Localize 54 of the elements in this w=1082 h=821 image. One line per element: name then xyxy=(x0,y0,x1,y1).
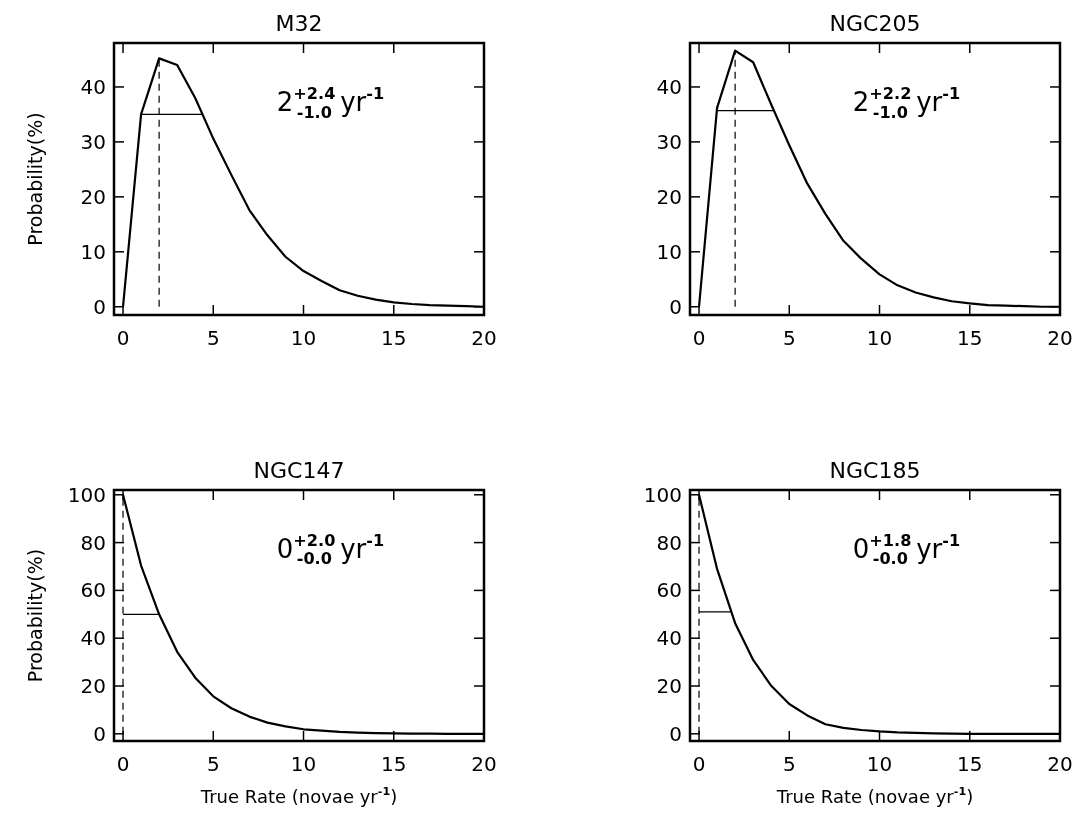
y-tick-label: 40 xyxy=(80,74,106,99)
annotation: 2$^{+2.2}$$_{-1.0}$ yr$^{-1}$ xyxy=(852,84,961,122)
x-tick-label: 0 xyxy=(692,752,706,776)
y-tick-label: 30 xyxy=(80,129,106,154)
y-tick-label: 0 xyxy=(93,721,106,746)
y-tick-label: 20 xyxy=(656,184,682,209)
y-axis-title: Probability(%) xyxy=(24,112,46,246)
x-tick-label: 15 xyxy=(957,752,983,776)
y-tick-label: 80 xyxy=(80,530,106,555)
chart-title: M32 xyxy=(275,11,323,36)
x-tick-label: 10 xyxy=(866,326,893,350)
annotation: 0$^{+1.8}$$_{-0.0}$ yr$^{-1}$ xyxy=(852,531,961,569)
x-axis-title: True Rate (novae yr$^{-1}$) xyxy=(775,784,974,807)
x-tick-label: 0 xyxy=(116,752,130,776)
y-tick-label: 20 xyxy=(80,184,106,209)
x-tick-label: 0 xyxy=(116,326,130,350)
y-tick-label: 0 xyxy=(93,294,106,319)
annotation: 0$^{+2.0}$$_{-0.0}$ yr$^{-1}$ xyxy=(276,531,385,569)
y-tick-label: 0 xyxy=(669,721,682,746)
x-tick-label: 20 xyxy=(1047,326,1073,350)
y-tick-label: 40 xyxy=(80,626,106,651)
x-tick-label: 10 xyxy=(290,326,317,350)
x-tick-label: 15 xyxy=(957,326,983,350)
y-tick-label: 20 xyxy=(656,674,682,699)
x-tick-label: 5 xyxy=(206,326,220,350)
chart-title: NGC147 xyxy=(253,458,345,483)
x-axis-title: True Rate (novae yr$^{-1}$) xyxy=(199,784,398,807)
x-tick-label: 15 xyxy=(381,752,407,776)
y-tick-label: 100 xyxy=(67,482,106,507)
y-tick-label: 10 xyxy=(80,239,106,264)
x-tick-label: 15 xyxy=(381,326,407,350)
y-axis-title: Probability(%) xyxy=(24,548,46,683)
y-tick-label: 60 xyxy=(656,578,682,603)
x-tick-label: 5 xyxy=(782,326,796,350)
x-tick-label: 10 xyxy=(290,752,317,776)
y-tick-label: 40 xyxy=(656,74,682,99)
y-tick-label: 80 xyxy=(656,530,682,555)
x-tick-label: 5 xyxy=(206,752,220,776)
chart-title: NGC205 xyxy=(829,11,921,36)
y-tick-label: 20 xyxy=(80,674,106,699)
annotation: 2$^{+2.4}$$_{-1.0}$ yr$^{-1}$ xyxy=(276,84,385,122)
x-tick-label: 0 xyxy=(692,326,706,350)
x-tick-label: 10 xyxy=(866,752,893,776)
y-tick-label: 10 xyxy=(656,239,682,264)
x-tick-label: 20 xyxy=(471,326,497,350)
y-tick-label: 0 xyxy=(669,294,682,319)
x-tick-label: 5 xyxy=(782,752,796,776)
y-tick-label: 100 xyxy=(643,482,682,507)
x-tick-label: 20 xyxy=(1047,752,1073,776)
y-tick-label: 30 xyxy=(656,129,682,154)
y-tick-label: 40 xyxy=(656,626,682,651)
chart-title: NGC185 xyxy=(829,458,921,483)
x-tick-label: 20 xyxy=(471,752,497,776)
y-tick-label: 60 xyxy=(80,578,106,603)
